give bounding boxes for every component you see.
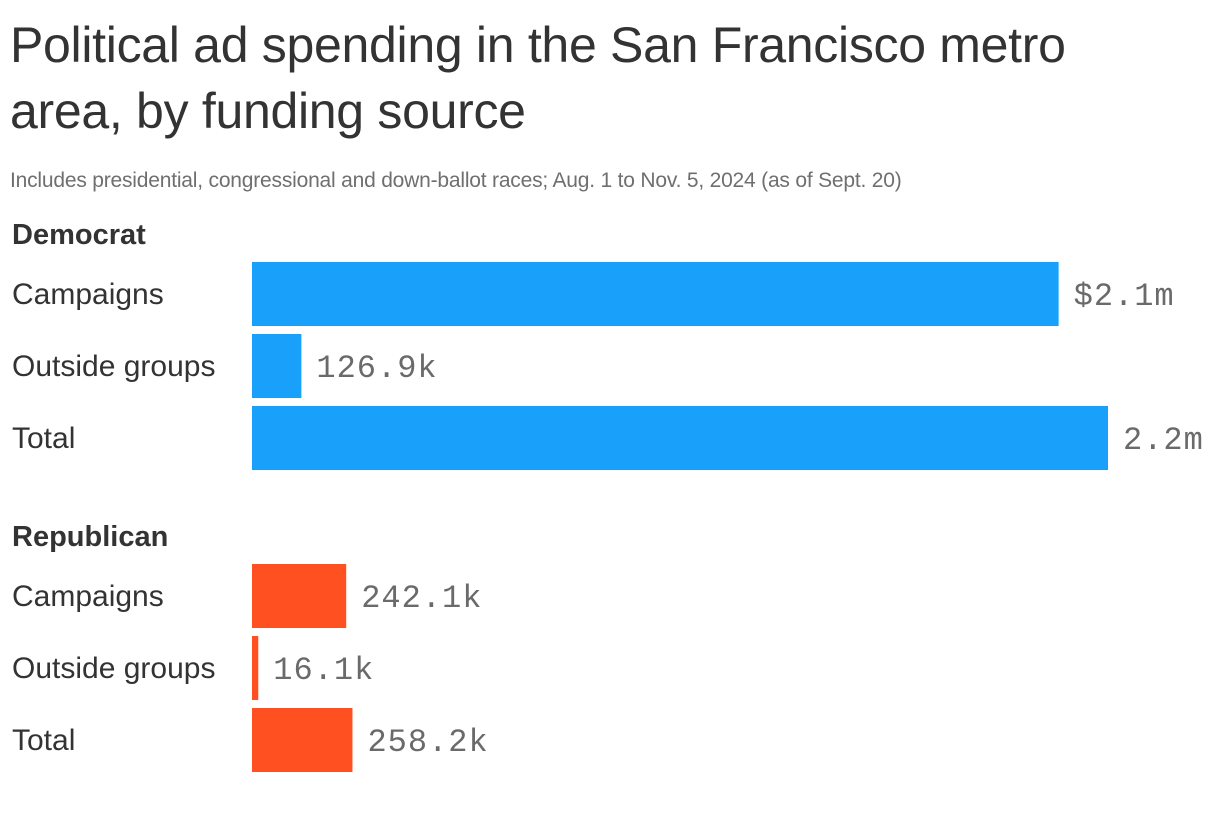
bar-democrat-outside-groups [252, 334, 302, 398]
category-label-democrat-outside-groups: Outside groups [12, 350, 215, 383]
category-label-republican-total: Total [12, 724, 75, 757]
group-label-democrat: Democrat [12, 219, 146, 251]
value-label-republican-campaigns: 242.1k [361, 580, 482, 617]
category-label-republican-campaigns: Campaigns [12, 580, 164, 613]
bar-democrat-total [252, 406, 1108, 470]
bar-republican-campaigns [252, 564, 347, 628]
value-label-democrat-campaigns: $2.1m [1074, 278, 1175, 315]
group-label-republican: Republican [12, 521, 168, 553]
chart-title: Political ad spending in the San Francis… [10, 17, 1066, 139]
value-label-democrat-outside-groups: 126.9k [316, 350, 437, 387]
category-label-republican-outside-groups: Outside groups [12, 652, 215, 685]
category-label-democrat-campaigns: Campaigns [12, 278, 164, 311]
chart-subtitle: Includes presidential, congressional and… [10, 169, 902, 192]
value-label-republican-total: 258.2k [367, 724, 488, 761]
bar-republican-outside-groups [252, 636, 259, 700]
value-label-republican-outside-groups: 16.1k [273, 652, 374, 689]
bar-republican-total [252, 708, 353, 772]
bar-democrat-campaigns [252, 262, 1059, 326]
category-label-democrat-total: Total [12, 422, 75, 455]
value-label-democrat-total: 2.2m [1123, 422, 1204, 459]
